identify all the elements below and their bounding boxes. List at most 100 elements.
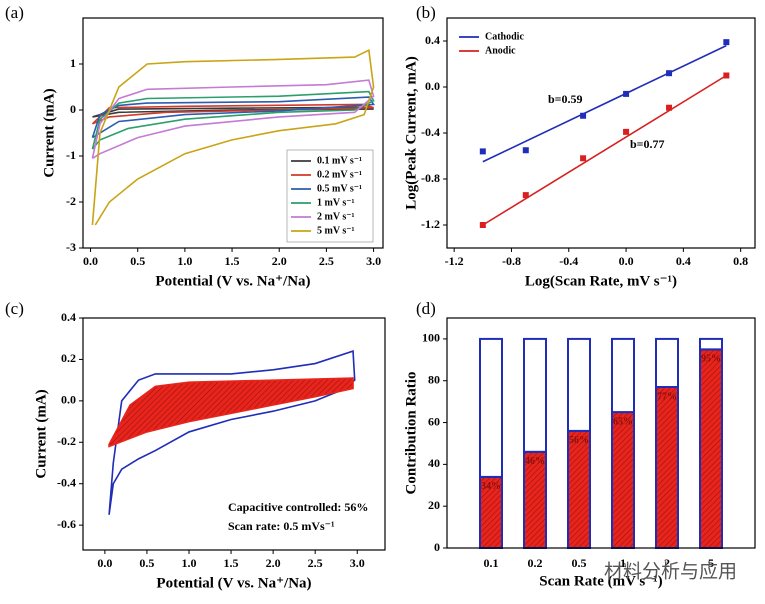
fit-line — [482, 74, 727, 226]
point — [522, 192, 529, 199]
value-label: 65% — [613, 416, 633, 427]
y-axis-label: Contribution Ratio — [403, 372, 419, 495]
cv-curve — [91, 96, 375, 139]
panel-label: (a) — [5, 3, 24, 22]
point — [479, 222, 486, 228]
y-tick-label: 0.2 — [61, 351, 76, 365]
cv-curve — [91, 48, 375, 226]
annotation: Scan rate: 0.5 mVs⁻¹ — [228, 519, 335, 533]
y-tick-label: 0.0 — [61, 393, 76, 407]
y-tick-label: -0.6 — [57, 517, 76, 531]
point — [479, 148, 486, 155]
y-tick-label: 80 — [428, 372, 440, 386]
y-tick-label: -1.2 — [421, 217, 440, 231]
panel-label: (c) — [5, 299, 24, 318]
plot-frame — [82, 317, 386, 551]
x-tick-label: 1.0 — [181, 556, 196, 570]
x-tick-label: -0.4 — [559, 254, 578, 268]
x-tick-label: -1.2 — [445, 254, 464, 268]
bar-segment — [655, 386, 679, 549]
point — [623, 90, 630, 97]
y-tick-label: -3 — [66, 240, 76, 254]
bar-segment — [479, 337, 503, 478]
legend-label: Cathodic — [485, 31, 524, 42]
x-tick-label: 1.5 — [225, 254, 240, 268]
value-label: 95% — [701, 354, 721, 365]
plot-frame — [82, 17, 384, 249]
legend-label: 0.1 mV s⁻¹ — [317, 155, 362, 166]
x-tick-label: 0.5 — [572, 556, 587, 570]
legend-box — [286, 149, 374, 243]
y-tick-label: 100 — [422, 331, 440, 345]
value-label: 46% — [525, 456, 545, 467]
x-tick-label: 0.5 — [139, 556, 154, 570]
capacitive-area — [108, 377, 354, 448]
y-tick-label: -0.4 — [421, 125, 440, 139]
y-tick-label: -1 — [66, 148, 76, 162]
y-tick-label: -0.4 — [57, 475, 76, 489]
legend-label: 5 mV s⁻¹ — [317, 225, 355, 236]
annotation: Capacitive controlled: 56% — [228, 500, 368, 514]
y-tick-label: 40 — [428, 456, 440, 470]
point — [723, 39, 730, 46]
panel-label: (b) — [416, 3, 436, 22]
bar-segment — [611, 337, 635, 414]
x-tick-label: 0.5 — [130, 254, 145, 268]
point — [623, 128, 630, 135]
cv-curve — [108, 350, 356, 515]
plot-frame — [446, 317, 756, 549]
bar-segment — [699, 337, 723, 351]
point — [580, 155, 587, 162]
y-tick-label: 20 — [428, 498, 440, 512]
x-tick-label: 2 — [664, 556, 670, 570]
y-axis-label: Current (mA) — [41, 88, 57, 177]
cv-curve — [91, 103, 374, 125]
legend-label: Anodic — [485, 45, 516, 56]
x-tick-label: -0.8 — [502, 254, 521, 268]
x-tick-label: 3.0 — [350, 556, 365, 570]
point — [580, 112, 587, 119]
y-axis-label: Current (mA) — [33, 389, 49, 478]
x-tick-label: 0.4 — [676, 254, 691, 268]
legend-label: 2 mV s⁻¹ — [317, 211, 355, 222]
value-label: 34% — [481, 481, 501, 492]
x-tick-label: 0.0 — [619, 254, 634, 268]
point — [522, 147, 529, 154]
plot-frame — [446, 17, 756, 249]
y-tick-label: -0.2 — [57, 434, 76, 448]
bar-segment — [699, 348, 723, 550]
x-tick-label: 0.2 — [528, 556, 543, 570]
legend-label: 0.2 mV s⁻¹ — [317, 169, 362, 180]
x-tick-label: 2.5 — [308, 556, 323, 570]
cv-curve — [91, 79, 375, 159]
x-tick-label: 5 — [708, 556, 714, 570]
y-tick-label: 1 — [70, 56, 76, 70]
point — [666, 104, 673, 111]
annotation: b=0.77 — [630, 137, 665, 151]
x-tick-label: 0.0 — [97, 556, 112, 570]
bar-segment — [611, 411, 635, 549]
y-tick-label: 0.4 — [61, 310, 76, 324]
x-tick-label: 1.0 — [177, 254, 192, 268]
x-tick-label: 1.5 — [224, 556, 239, 570]
value-label: 77% — [657, 391, 677, 402]
bar-segment — [655, 337, 679, 388]
bar-segment — [523, 337, 547, 453]
annotation: b=0.59 — [548, 92, 583, 106]
cv-curve — [91, 90, 375, 150]
watermark: 材料分析与应用 — [604, 560, 737, 582]
fit-line — [482, 44, 727, 163]
x-tick-label: 0.1 — [484, 556, 499, 570]
x-axis-label: Potential (V vs. Na⁺/Na) — [155, 273, 310, 289]
legend-label: 0.5 mV s⁻¹ — [317, 183, 362, 194]
y-tick-label: 0 — [434, 540, 440, 554]
x-tick-label: 3.0 — [366, 254, 381, 268]
x-tick-label: 0.0 — [83, 254, 98, 268]
x-tick-label: 0.8 — [733, 254, 748, 268]
point — [666, 70, 673, 77]
value-label: 56% — [569, 435, 589, 446]
bar-segment — [567, 429, 591, 549]
point — [723, 72, 730, 79]
x-tick-label: 2.0 — [272, 254, 287, 268]
